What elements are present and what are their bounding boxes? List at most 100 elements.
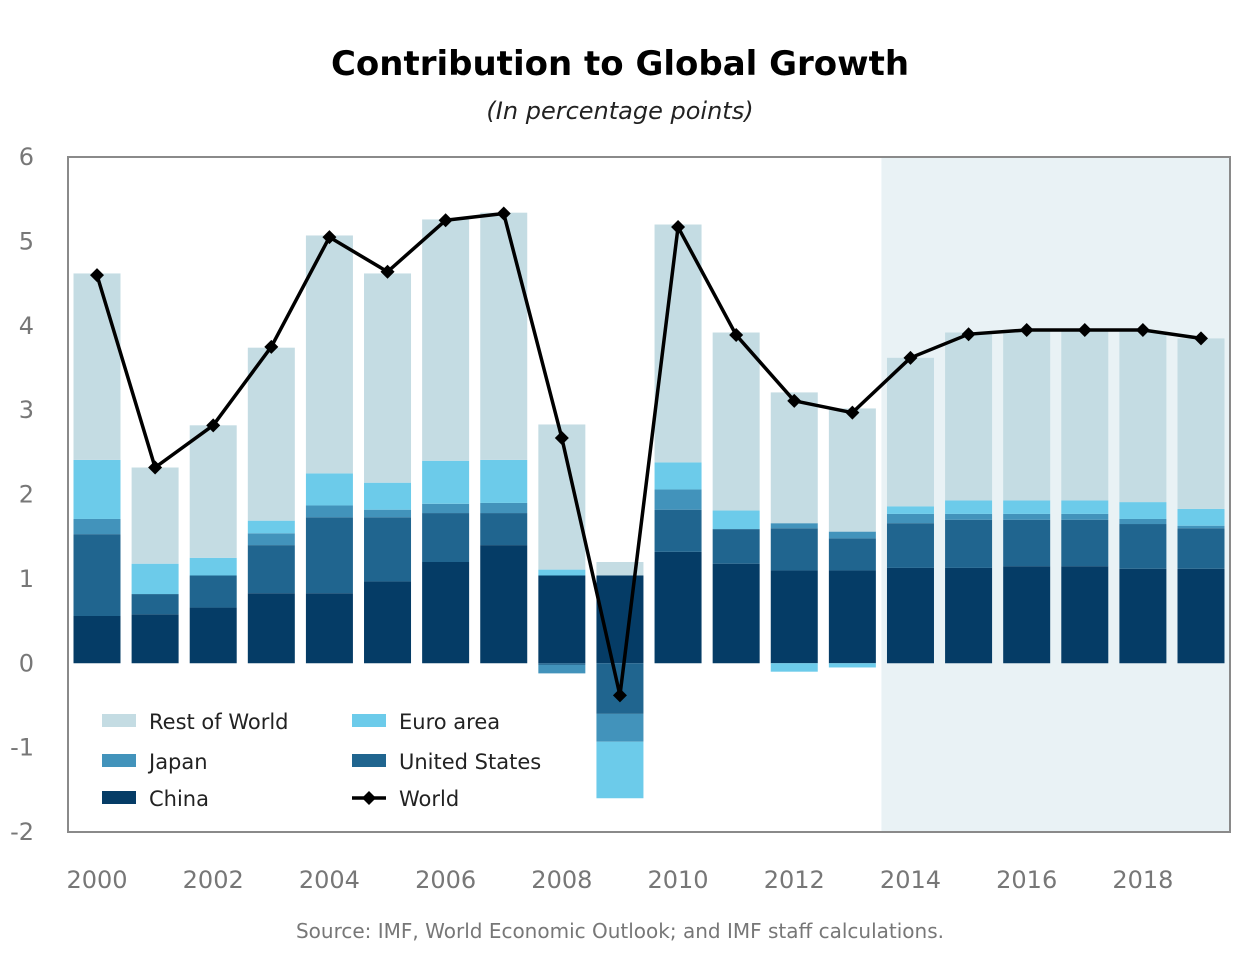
x-tick-label: 2014 bbox=[880, 866, 941, 894]
bar-segment-china-2008 bbox=[538, 575, 586, 664]
x-tick-label: 2008 bbox=[531, 866, 592, 894]
bar-segment-euro-area-2019 bbox=[1177, 508, 1225, 526]
bar-segment-china-2002 bbox=[189, 607, 237, 664]
world-marker-2015 bbox=[961, 327, 976, 342]
plot-frame bbox=[67, 156, 1231, 833]
bar-segment-euro-area-2014 bbox=[886, 506, 934, 514]
legend-label-japan: Japan bbox=[147, 750, 208, 774]
bar-segment-united-states-2017 bbox=[1061, 519, 1109, 567]
bar-segment-rest-of-world-2012 bbox=[770, 392, 818, 524]
bar-segment-rest-of-world-2004 bbox=[305, 235, 353, 474]
bar-segment-united-states-2012 bbox=[770, 528, 818, 571]
y-tick-label: 5 bbox=[19, 227, 34, 255]
bar-segment-japan-2019 bbox=[1177, 525, 1225, 529]
world-marker-2016 bbox=[1019, 322, 1034, 337]
bar-segment-euro-area-2017 bbox=[1061, 500, 1109, 514]
bar-segment-japan-2000 bbox=[73, 518, 121, 535]
world-marker-2018 bbox=[1135, 322, 1150, 337]
bar-segment-china-2015 bbox=[945, 567, 993, 664]
bar-segment-japan-2016 bbox=[1003, 513, 1051, 520]
bar-segment-japan-2018 bbox=[1119, 518, 1167, 525]
bar-segment-rest-of-world-2019 bbox=[1177, 338, 1225, 509]
bar-segment-rest-of-world-2001 bbox=[131, 467, 179, 564]
bar-segment-euro-area-2007 bbox=[480, 459, 528, 503]
y-tick-label: 4 bbox=[19, 312, 34, 340]
bar-segment-china-2010 bbox=[654, 551, 702, 664]
bar-segment-rest-of-world-2016 bbox=[1003, 329, 1051, 501]
bar-segment-euro-area-2001 bbox=[131, 563, 179, 595]
source-note: Source: IMF, World Economic Outlook; and… bbox=[296, 919, 944, 943]
bar-segment-euro-area-2009 bbox=[596, 741, 644, 799]
world-marker-2000 bbox=[90, 268, 104, 283]
bar-segment-rest-of-world-2008 bbox=[538, 424, 586, 570]
bar-segment-rest-of-world-2013 bbox=[828, 408, 876, 532]
x-tick-label: 2004 bbox=[299, 866, 360, 894]
legend-label-united-states: United States bbox=[399, 750, 541, 774]
x-tick-label: 2012 bbox=[764, 866, 825, 894]
bar-segment-china-2019 bbox=[1177, 568, 1225, 664]
bar-segment-united-states-2006 bbox=[422, 513, 470, 562]
bar-segment-united-states-2003 bbox=[247, 545, 295, 594]
x-tick-label: 2018 bbox=[1112, 866, 1173, 894]
bar-segment-united-states-2005 bbox=[364, 517, 412, 582]
bar-segment-japan-2004 bbox=[305, 505, 353, 518]
legend-label-rest-of-world: Rest of World bbox=[149, 710, 289, 734]
y-tick-label: 6 bbox=[19, 143, 34, 171]
legend-swatch-united-states bbox=[352, 754, 386, 767]
world-marker-2010 bbox=[671, 220, 686, 235]
bars-group bbox=[73, 212, 1225, 799]
world-marker-2012 bbox=[787, 393, 802, 408]
y-tick-label: -1 bbox=[10, 734, 34, 762]
x-tick-label: 2006 bbox=[415, 866, 476, 894]
bar-segment-china-2012 bbox=[770, 570, 818, 664]
legend-swatch-japan bbox=[102, 754, 136, 767]
bar-segment-japan-2013 bbox=[828, 531, 876, 539]
y-tick-label: 1 bbox=[19, 565, 34, 593]
bar-segment-rest-of-world-2014 bbox=[886, 357, 934, 507]
bar-segment-euro-area-2003 bbox=[247, 520, 295, 534]
world-marker-2006 bbox=[438, 213, 453, 228]
world-line-group bbox=[90, 206, 1208, 703]
bar-segment-united-states-2008 bbox=[538, 663, 586, 665]
bar-segment-china-2000 bbox=[73, 616, 121, 664]
legend-label-euro-area: Euro area bbox=[399, 710, 500, 734]
bar-segment-euro-area-2013 bbox=[828, 663, 876, 668]
legend-swatch-euro-area bbox=[352, 714, 386, 727]
legend-swatch-rest-of-world bbox=[102, 714, 136, 727]
bar-segment-united-states-2015 bbox=[945, 519, 993, 568]
bar-segment-china-2007 bbox=[480, 545, 528, 664]
y-tick-label: 3 bbox=[19, 396, 34, 424]
world-marker-2009 bbox=[612, 688, 627, 703]
bar-segment-china-2001 bbox=[131, 614, 179, 664]
bar-segment-united-states-2001 bbox=[131, 594, 179, 615]
bar-segment-euro-area-2015 bbox=[945, 500, 993, 514]
bar-segment-rest-of-world-2018 bbox=[1119, 331, 1167, 503]
legend-label-china: China bbox=[149, 787, 209, 811]
bar-segment-japan-2003 bbox=[247, 533, 295, 546]
bar-segment-euro-area-2005 bbox=[364, 482, 412, 510]
bar-segment-china-2013 bbox=[828, 570, 876, 664]
bar-segment-rest-of-world-2000 bbox=[73, 273, 121, 460]
bar-segment-japan-2017 bbox=[1061, 513, 1109, 520]
bar-segment-rest-of-world-2003 bbox=[247, 347, 295, 521]
x-tick-label: 2010 bbox=[648, 866, 709, 894]
bar-segment-japan-2008 bbox=[538, 664, 586, 674]
x-tick-label: 2016 bbox=[996, 866, 1057, 894]
bar-segment-euro-area-2004 bbox=[305, 473, 353, 506]
bar-segment-euro-area-2008 bbox=[538, 569, 586, 576]
y-tick-label: -2 bbox=[10, 818, 34, 846]
x-tick-label: 2002 bbox=[183, 866, 244, 894]
bar-segment-united-states-2016 bbox=[1003, 519, 1051, 567]
projection-shade bbox=[881, 157, 1230, 832]
world-marker-2014 bbox=[903, 350, 918, 365]
bar-segment-rest-of-world-2006 bbox=[422, 219, 470, 461]
world-marker-2017 bbox=[1077, 322, 1092, 337]
y-tick-label: 2 bbox=[19, 481, 34, 509]
bar-segment-united-states-2002 bbox=[189, 575, 237, 608]
bar-segment-japan-2010 bbox=[654, 489, 702, 510]
y-axis: 6 5 4 3 2 1 0 -1 -2 bbox=[10, 143, 34, 846]
bar-segment-euro-area-2000 bbox=[73, 459, 121, 519]
x-axis: 2000 2002 2004 2006 2008 2010 2012 2014 2016 2018 bbox=[66, 866, 1173, 894]
legend-swatch-china bbox=[102, 791, 136, 804]
bar-segment-china-2017 bbox=[1061, 566, 1109, 664]
